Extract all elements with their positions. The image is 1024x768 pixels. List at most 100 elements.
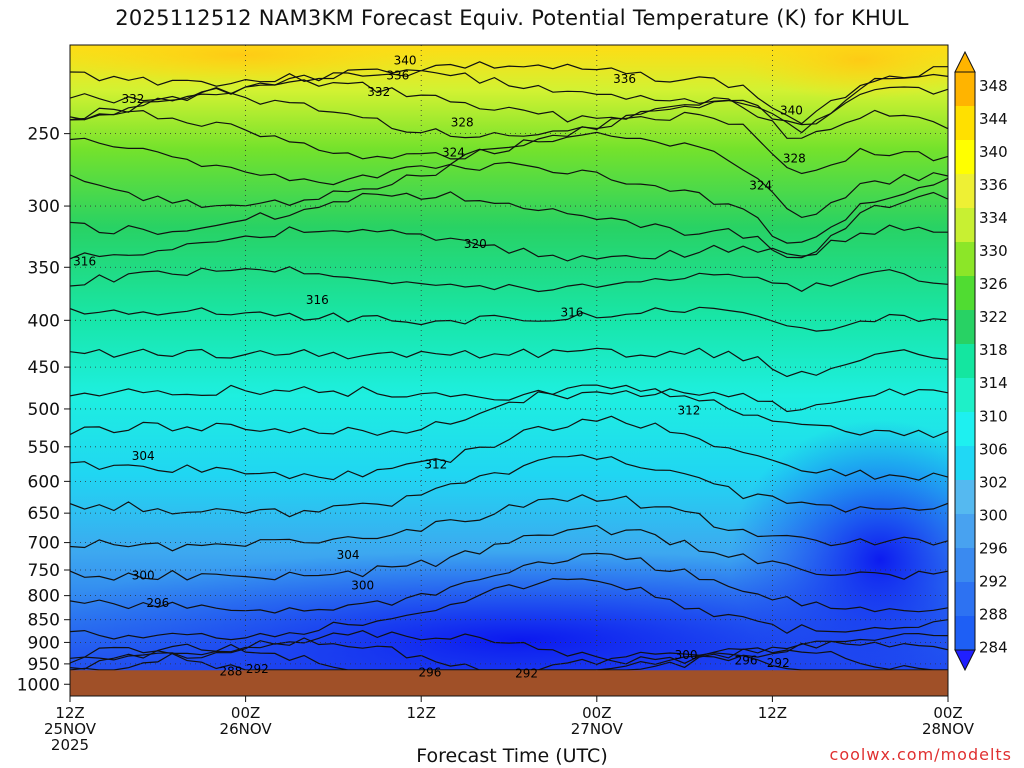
colorbar: 348 344 340 336 334 330 326 322 318 314 310 306 302 3… — [954, 50, 1008, 672]
contour-label: 324 — [442, 145, 465, 159]
x-tick-label: 2025 — [51, 736, 89, 754]
contour-label: 324 — [749, 179, 772, 193]
contour-line — [70, 347, 948, 378]
contour-line — [70, 161, 948, 244]
contour-label: 340 — [394, 54, 417, 68]
y-tick-label: 300 — [28, 197, 60, 217]
y-axis: 2503003504004505005506006507007508008509… — [17, 125, 70, 695]
contour-line — [70, 109, 948, 175]
colorbar-label: 292 — [979, 572, 1008, 590]
x-tick-label: 12Z — [55, 704, 84, 722]
contour-lines — [70, 61, 948, 671]
contour-line — [70, 384, 948, 439]
contour-label: 336 — [613, 72, 636, 86]
contour-label: 332 — [121, 92, 144, 106]
contour-label: 320 — [464, 237, 487, 251]
x-tick-label: 12Z — [758, 704, 787, 722]
late-period-blue-region — [730, 420, 948, 696]
contour-label: 300 — [132, 568, 155, 582]
contour-line — [70, 415, 948, 481]
contour-label: 312 — [424, 457, 447, 471]
colorbar-label: 336 — [979, 176, 1008, 194]
contour-label: 296 — [735, 654, 758, 668]
x-tick-label: 00Z — [231, 704, 260, 722]
contour-label: 316 — [560, 305, 583, 319]
contour-label: 332 — [367, 85, 390, 99]
colorbar-cell — [955, 616, 975, 650]
contour-label: 296 — [146, 596, 169, 610]
y-tick-label: 500 — [28, 400, 60, 420]
colorbar-cell — [955, 446, 975, 480]
colorbar-cell — [955, 514, 975, 548]
y-tick-label: 1000 — [17, 675, 60, 695]
contour-line — [70, 266, 948, 293]
contour-line — [70, 552, 948, 614]
contour-line — [70, 92, 948, 139]
y-tick-label: 700 — [28, 534, 60, 554]
contour-line — [70, 79, 948, 126]
contour-line — [70, 454, 948, 518]
contour-label: 336 — [386, 69, 409, 83]
colorbar-frame — [954, 71, 976, 651]
colorbar-cell — [955, 378, 975, 412]
colorbar-cell — [955, 412, 975, 446]
contour-label: 304 — [132, 449, 155, 463]
colorbar-label: 288 — [979, 605, 1008, 623]
plot-area — [70, 45, 948, 696]
contour-label: 328 — [451, 115, 474, 129]
contour-label: 312 — [678, 404, 701, 418]
contour-line — [70, 69, 948, 134]
y-tick-label: 400 — [28, 311, 60, 331]
colorbar-cell — [955, 582, 975, 616]
x-tick-label: 27NOV — [571, 720, 624, 738]
x-tick-label: 12Z — [407, 704, 436, 722]
ground-surface — [70, 670, 948, 696]
contour-label: 316 — [73, 255, 96, 269]
colorbar-cell — [955, 276, 975, 310]
contour-line — [70, 131, 948, 219]
y-tick-label: 600 — [28, 472, 60, 492]
contour-line — [70, 384, 948, 413]
plot-frame — [69, 44, 949, 697]
colorbar-label: 302 — [979, 473, 1008, 491]
contour-line — [70, 524, 948, 581]
contour-label: 288 — [220, 664, 243, 678]
y-tick-label: 250 — [28, 125, 60, 145]
x-tick-label: 00Z — [933, 704, 962, 722]
contour-line — [70, 630, 948, 665]
colorbar-label: 300 — [979, 506, 1008, 524]
contour-line — [70, 191, 948, 259]
contour-label: 316 — [306, 293, 329, 307]
colorbar-cell — [955, 174, 975, 208]
colorbar-bottom-arrow — [954, 649, 976, 672]
colorbar-label: 318 — [979, 341, 1008, 359]
contour-line — [70, 494, 948, 552]
colorbar-cell — [955, 140, 975, 174]
x-tick-label: 25NOV — [44, 720, 97, 738]
credit-link[interactable]: coolwx.com/modelts — [829, 745, 1012, 764]
contour-label: 340 — [780, 104, 803, 118]
colorbar-label: 322 — [979, 308, 1008, 326]
colorbar-cell — [955, 480, 975, 514]
colorbar-label: 310 — [979, 407, 1008, 425]
contour-line — [70, 577, 948, 641]
chart-title: 2025112512 NAM3KM Forecast Equiv. Potent… — [115, 6, 909, 30]
colorbar-label: 296 — [979, 539, 1008, 557]
colorbar-label: 334 — [979, 209, 1008, 227]
contour-line — [70, 646, 948, 671]
colorbar-cell — [955, 72, 975, 106]
y-tick-label: 950 — [28, 655, 60, 675]
contour-label: 300 — [675, 648, 698, 662]
contour-label: 292 — [246, 662, 269, 676]
contour-label: 292 — [515, 666, 538, 680]
y-tick-label: 550 — [28, 438, 60, 458]
colorbar-top-arrow — [954, 50, 976, 73]
y-tick-label: 350 — [28, 258, 60, 278]
y-tick-label: 450 — [28, 358, 60, 378]
colorbar-cell — [955, 344, 975, 378]
colorbar-label: 314 — [979, 374, 1008, 392]
x-tick-label: 00Z — [582, 704, 611, 722]
colorbar-label: 326 — [979, 275, 1008, 293]
